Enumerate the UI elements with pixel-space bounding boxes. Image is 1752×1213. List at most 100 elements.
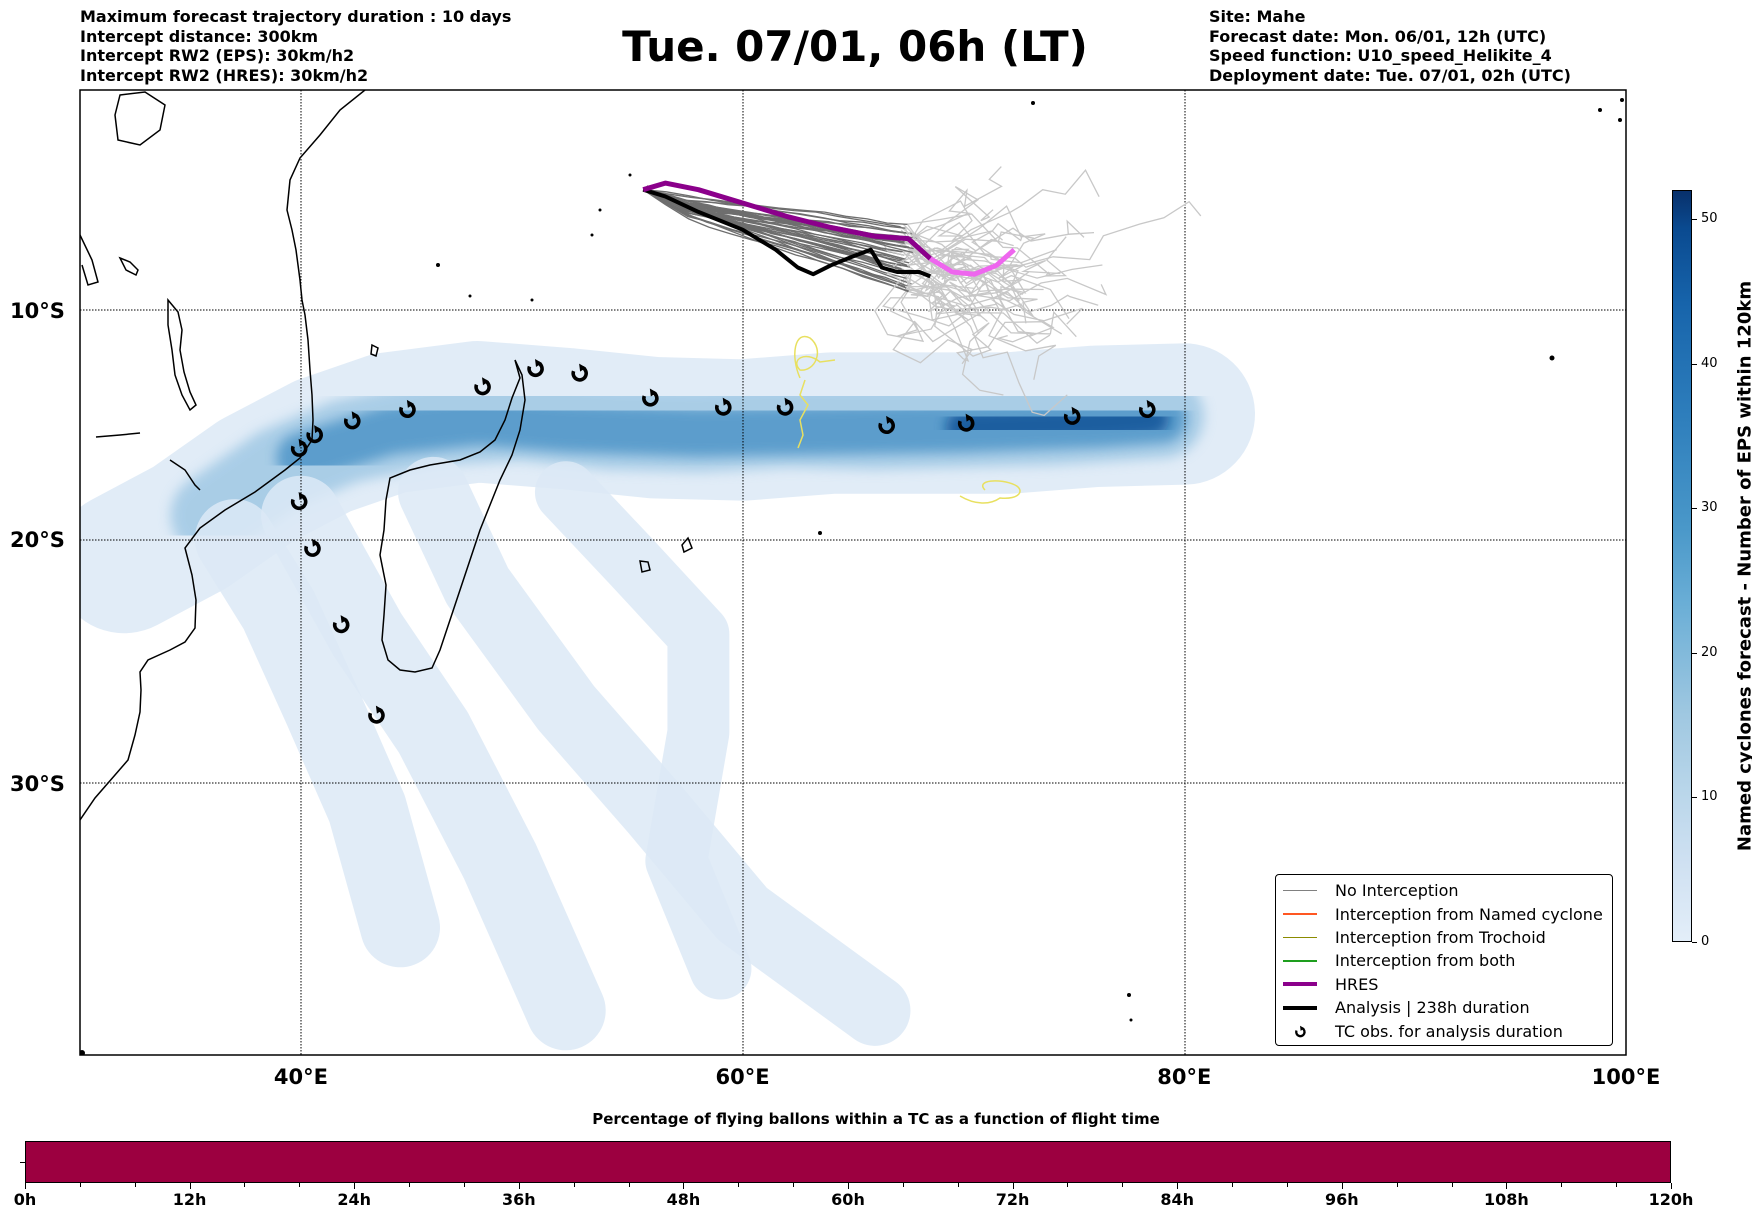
time-bar-tick-label: 84h	[1160, 1190, 1195, 1209]
legend-label: Analysis | 238h duration	[1335, 998, 1530, 1018]
time-bar-tick-label: 96h	[1324, 1190, 1359, 1209]
legend-label: No Interception	[1335, 881, 1459, 901]
lake-victoria	[114, 91, 166, 146]
time-bar	[25, 1141, 1671, 1183]
intercept-hres-text: Intercept RW2 (HRES): 30km/h2	[80, 65, 369, 85]
intercept-eps-text: Intercept RW2 (EPS): 30km/h2	[80, 46, 355, 65]
eps-trajectory-late	[905, 219, 1095, 252]
time-bar-tick	[1177, 1183, 1179, 1189]
eps-trajectory-late	[902, 242, 1068, 417]
time-bar-tick	[1616, 1183, 1618, 1187]
eps-trajectory	[642, 189, 907, 289]
forecast-date-text: Forecast date: Mon. 06/01, 12h (UTC)	[1209, 26, 1547, 46]
time-bar-tick	[1122, 1183, 1124, 1187]
lon-label: 40°E	[274, 1065, 328, 1089]
orange-line-swatch	[1283, 913, 1317, 915]
time-bar-tick	[957, 1183, 959, 1187]
time-bar-tick	[409, 1183, 411, 1187]
density-band-4	[194, 499, 440, 968]
eps-trajectory	[643, 189, 908, 226]
colorbar-tick	[1692, 218, 1697, 220]
zambezi-river	[169, 459, 201, 491]
colorbar-tick-label: 50	[1701, 210, 1718, 226]
time-bar-tick	[1341, 1183, 1343, 1189]
lon-label: 80°E	[1157, 1065, 1211, 1089]
lake-tanganyika	[80, 234, 99, 286]
legend-item-analysis: Analysis | 238h duration	[1276, 996, 1612, 1019]
lon-label: 100°E	[1592, 1065, 1661, 1089]
density-band-5	[261, 475, 606, 1051]
legend: No Interception Interception from Named …	[1275, 874, 1613, 1046]
colorbar-tick-label: 40	[1701, 355, 1718, 371]
time-bar-tick	[1232, 1183, 1234, 1187]
cyclone-icon	[1295, 1024, 1306, 1038]
lake-malawi	[167, 297, 197, 412]
speed-function-text: Speed function: U10_speed_Helikite_4	[1209, 46, 1552, 65]
eps-trajectory-late	[902, 251, 990, 313]
eps-trajectory-late	[906, 205, 1023, 261]
time-bar-tick	[573, 1183, 575, 1187]
analysis-track	[642, 187, 932, 279]
legend-item-named-cyclone: Interception from Named cyclone	[1276, 902, 1612, 925]
time-bar-tick	[738, 1183, 740, 1187]
colorbar-tick	[1692, 797, 1697, 799]
time-bar-tick	[79, 1183, 81, 1187]
eps-trajectory	[642, 189, 910, 292]
time-bar-tick	[1671, 1183, 1672, 1189]
colorbar-tick-label: 30	[1701, 500, 1718, 516]
time-bar-tick	[1286, 1183, 1288, 1187]
time-bar-tick	[1451, 1183, 1453, 1187]
time-bar-title: Percentage of flying ballons within a TC…	[592, 1110, 1160, 1128]
hres-track-late	[929, 247, 1016, 277]
time-bar-tick	[848, 1183, 849, 1189]
latitude-labels: 10°S 20°S 30°S	[10, 299, 65, 796]
eps-trajectory-late	[901, 169, 1100, 253]
colorbar-tick	[1692, 363, 1697, 365]
colorbar-tick-label: 0	[1701, 934, 1710, 949]
time-bar-tick-label: 12h	[172, 1190, 207, 1209]
time-bar-tick	[683, 1183, 685, 1189]
coastlines	[80, 90, 693, 821]
madagascar-coastline	[379, 359, 526, 673]
map-frame	[79, 89, 1627, 1056]
time-bar-tick	[628, 1183, 630, 1187]
comoros-island	[370, 343, 379, 358]
lake-mweru	[118, 256, 139, 277]
colorbar-tick	[1692, 508, 1697, 510]
eps-trajectory	[642, 189, 907, 276]
eps-trajectory-late	[900, 273, 1108, 302]
legend-item-hres: HRES	[1276, 973, 1612, 996]
eps-trajectory-late	[914, 237, 1077, 338]
time-bar-tick	[902, 1183, 904, 1187]
time-bar-tick-label: 48h	[666, 1190, 701, 1209]
olive-line-swatch	[1283, 936, 1317, 939]
time-bar-tick	[25, 1183, 26, 1189]
eps-trajectory-late	[900, 226, 1061, 275]
mauritius-island	[639, 560, 651, 573]
legend-label: Interception from Named cyclone	[1335, 904, 1603, 924]
colorbar	[1672, 190, 1692, 942]
time-bar-tick	[463, 1183, 465, 1187]
time-bar-tick	[354, 1183, 356, 1189]
legend-item-no-interception: No Interception	[1276, 879, 1612, 902]
lon-label: 60°E	[716, 1065, 770, 1089]
hres-track	[642, 180, 932, 261]
lat-label: 20°S	[10, 528, 65, 552]
time-bar-tick-label: 60h	[831, 1190, 865, 1209]
time-bar-tick	[244, 1183, 246, 1187]
site-info-block: Site: Mahe Forecast date: Mon. 06/01, 12…	[1209, 7, 1571, 85]
eps-trajectory-late	[907, 186, 994, 247]
time-bar-tick-label: 108h	[1483, 1190, 1529, 1209]
legend-item-tc-obs: TC obs. for analysis duration	[1276, 1019, 1612, 1042]
colorbar-tick-label: 10	[1701, 789, 1718, 805]
colorbar-tick	[1692, 942, 1697, 943]
map-canvas: 10°S 20°S 30°S 40°E 60°E 80°E 100°E	[10, 89, 1661, 1089]
eps-trajectory-late	[906, 264, 1022, 321]
colorbar-title: Named cyclones forecast - Number of EPS …	[1734, 280, 1752, 852]
legend-item-trochoid: Interception from Trochoid	[1276, 926, 1612, 949]
colorbar-tick	[1692, 652, 1697, 654]
legend-label: Interception from both	[1335, 951, 1516, 971]
eps-trajectory	[642, 189, 912, 285]
deployment-date-text: Deployment date: Tue. 07/01, 02h (UTC)	[1209, 65, 1571, 85]
time-bar-tick	[1561, 1183, 1563, 1187]
